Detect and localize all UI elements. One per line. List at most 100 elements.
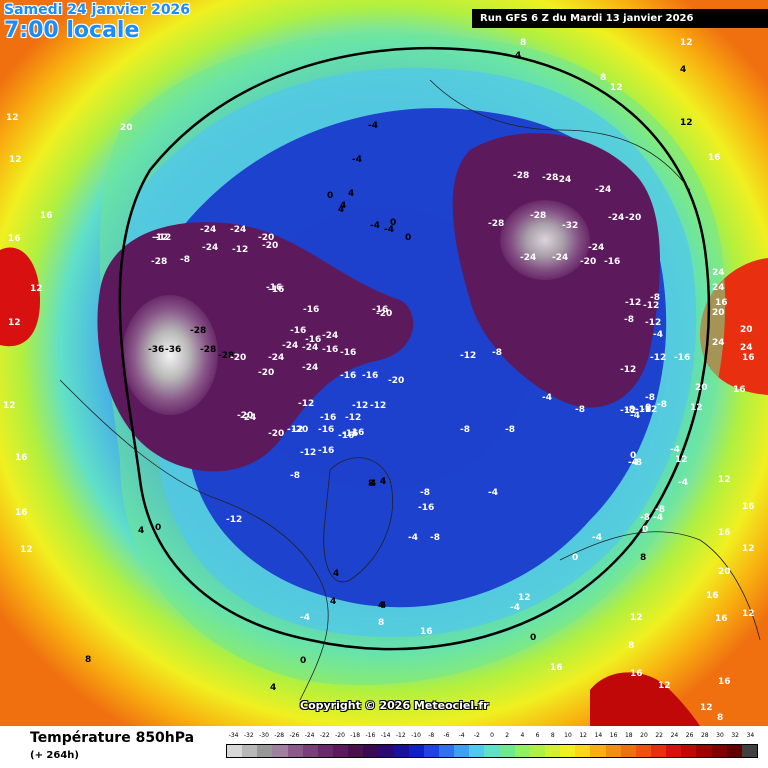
temperature-value-label: -16 — [303, 305, 319, 315]
temperature-value-label: -20 — [580, 257, 596, 267]
legend-swatch — [242, 745, 258, 757]
temperature-value-label: -4 — [542, 393, 552, 403]
temperature-value-label: -4 — [488, 488, 498, 498]
legend-swatch — [438, 745, 455, 757]
temperature-value-label: -4 — [300, 613, 310, 623]
temperature-value-label: 0 — [155, 523, 161, 533]
temperature-value-label: -16 — [340, 348, 356, 358]
temperature-value-label: -16 — [322, 345, 338, 355]
temperature-value-label: 24 — [712, 338, 725, 348]
legend-swatch — [484, 745, 500, 757]
legend-label: 0 — [490, 732, 494, 739]
temperature-value-label: 4 — [370, 479, 376, 489]
temperature-value-label: -20 — [292, 425, 308, 435]
legend-label: 34 — [746, 732, 755, 739]
temperature-value-label: -4 — [678, 478, 688, 488]
temperature-value-label: -4 — [670, 445, 680, 455]
temperature-labels: -36 -36 -28-28-28-24 -24-20-20-24 -24-24-20-… — [3, 38, 755, 723]
temperature-value-label: 16 — [742, 353, 755, 363]
temperature-value-label: -20 — [262, 241, 278, 251]
temperature-value-label: 4 — [380, 601, 386, 611]
temperature-value-label: -8 — [180, 255, 190, 265]
temperature-value-label: -24 — [520, 253, 536, 263]
temperature-map: -36 -36 -28 -28 -28 -24 -24 -20 -20 -24 -24 -24 -20-… — [0, 0, 768, 726]
temperature-value-label: -12 — [298, 399, 314, 409]
temperature-value-label: -4 — [368, 121, 378, 131]
temperature-value-label: -28 — [542, 173, 558, 183]
temperature-value-label: -24 — [552, 253, 568, 263]
temperature-value-label: 20 — [712, 308, 725, 318]
coastline-greenland — [323, 457, 393, 583]
temperature-value-label: 12 — [742, 609, 755, 619]
temperature-value-label: -16 — [418, 503, 434, 513]
temperature-value-label: 20 — [120, 123, 133, 133]
temperature-value-label: 4 — [330, 597, 336, 607]
temperature-value-label: 12 — [20, 545, 33, 555]
temperature-value-label: -24 — [200, 225, 216, 235]
temperature-value-label: -12 — [287, 425, 303, 435]
legend-label: 10 — [564, 732, 572, 739]
color-legend: -34 -32 -30 -28 -26 -24 -22 -20 -18 -16 -14 -12 -10-… — [226, 732, 758, 762]
legend-label: 16 — [609, 732, 618, 739]
legend-swatch — [544, 745, 561, 757]
temperature-value-label: 4 — [380, 477, 386, 487]
temperature-value-label: -20 — [388, 376, 404, 386]
legend-swatch — [681, 745, 697, 757]
legend-label: 12 — [579, 732, 588, 739]
legend-swatch — [378, 745, 394, 757]
temperature-value-label: -12 — [460, 351, 476, 361]
temperature-value-label: 16 — [420, 627, 433, 637]
temperature-value-label: -24 — [595, 185, 611, 195]
parameter-title: Température 850hPa — [30, 730, 195, 746]
temperature-value-label: 4 — [138, 526, 144, 536]
legend-label: -2 — [473, 732, 480, 739]
legend-swatch — [620, 745, 636, 757]
temperature-value-label: -16 — [338, 431, 354, 441]
legend-swatch — [227, 745, 243, 757]
temperature-value-label: 16 — [630, 669, 643, 679]
temperature-value-label: 4 — [380, 477, 386, 487]
temperature-value-label: 8 — [628, 641, 634, 651]
temperature-value-label: -4 — [408, 533, 418, 543]
legend-label: -14 — [380, 732, 391, 739]
temperature-value-label: 4 — [378, 601, 384, 611]
legend-swatch — [393, 745, 409, 757]
temperature-value-label: 16 — [15, 508, 28, 518]
temperature-value-label: -16 — [604, 257, 620, 267]
temperature-value-label: -24 — [555, 175, 571, 185]
temperature-value-label: -12 — [650, 353, 666, 363]
temperature-value-label: -20 — [625, 213, 641, 223]
temperature-value-label: -8 — [420, 488, 430, 498]
temperature-value-label: 20 — [718, 567, 731, 577]
temperature-value-label: -20 — [230, 353, 246, 363]
temperature-value-label: -12 — [352, 401, 368, 411]
temperature-value-label: 4 — [333, 569, 339, 579]
legend-label: 14 — [594, 732, 603, 739]
temperature-value-label: 8 — [378, 618, 384, 628]
temperature-value-label: -4 — [384, 225, 394, 235]
temperature-value-label: -4 — [370, 221, 380, 231]
temperature-value-label: 12 — [680, 38, 693, 48]
legend-swatch — [696, 745, 712, 757]
legend-swatch — [302, 745, 318, 757]
legend-label: 30 — [716, 732, 724, 739]
legend-labels: -34 -32 -30 -28 -26 -24 -22 -20 -18 -16 -14 -12 -10-… — [226, 732, 758, 742]
legend-label: 32 — [731, 732, 740, 739]
temperature-value-label: 24 — [712, 268, 725, 278]
temperature-value-label: 12 — [700, 703, 713, 713]
temperature-value-label: 16 — [718, 677, 731, 687]
legend-swatch — [454, 745, 470, 757]
temperature-value-label: 24 — [740, 343, 753, 353]
legend-label: 22 — [655, 732, 664, 739]
legend-swatch — [529, 745, 545, 757]
temperature-value-label: -16 — [372, 305, 388, 315]
temperature-value-label: -8 — [625, 405, 635, 415]
legend-swatch — [605, 745, 621, 757]
temperature-value-label: 12 — [518, 593, 531, 603]
temperature-value-label: 8 — [717, 713, 723, 723]
temperature-value-label: 16 — [733, 385, 746, 395]
temperature-value-label: 0 — [645, 403, 651, 413]
bottom-bar: Température 850hPa (+ 264h) -34 -32 -30 -28… — [0, 726, 768, 768]
temperature-value-label: -12 — [645, 318, 661, 328]
temperature-value-label: -28 — [151, 257, 167, 267]
